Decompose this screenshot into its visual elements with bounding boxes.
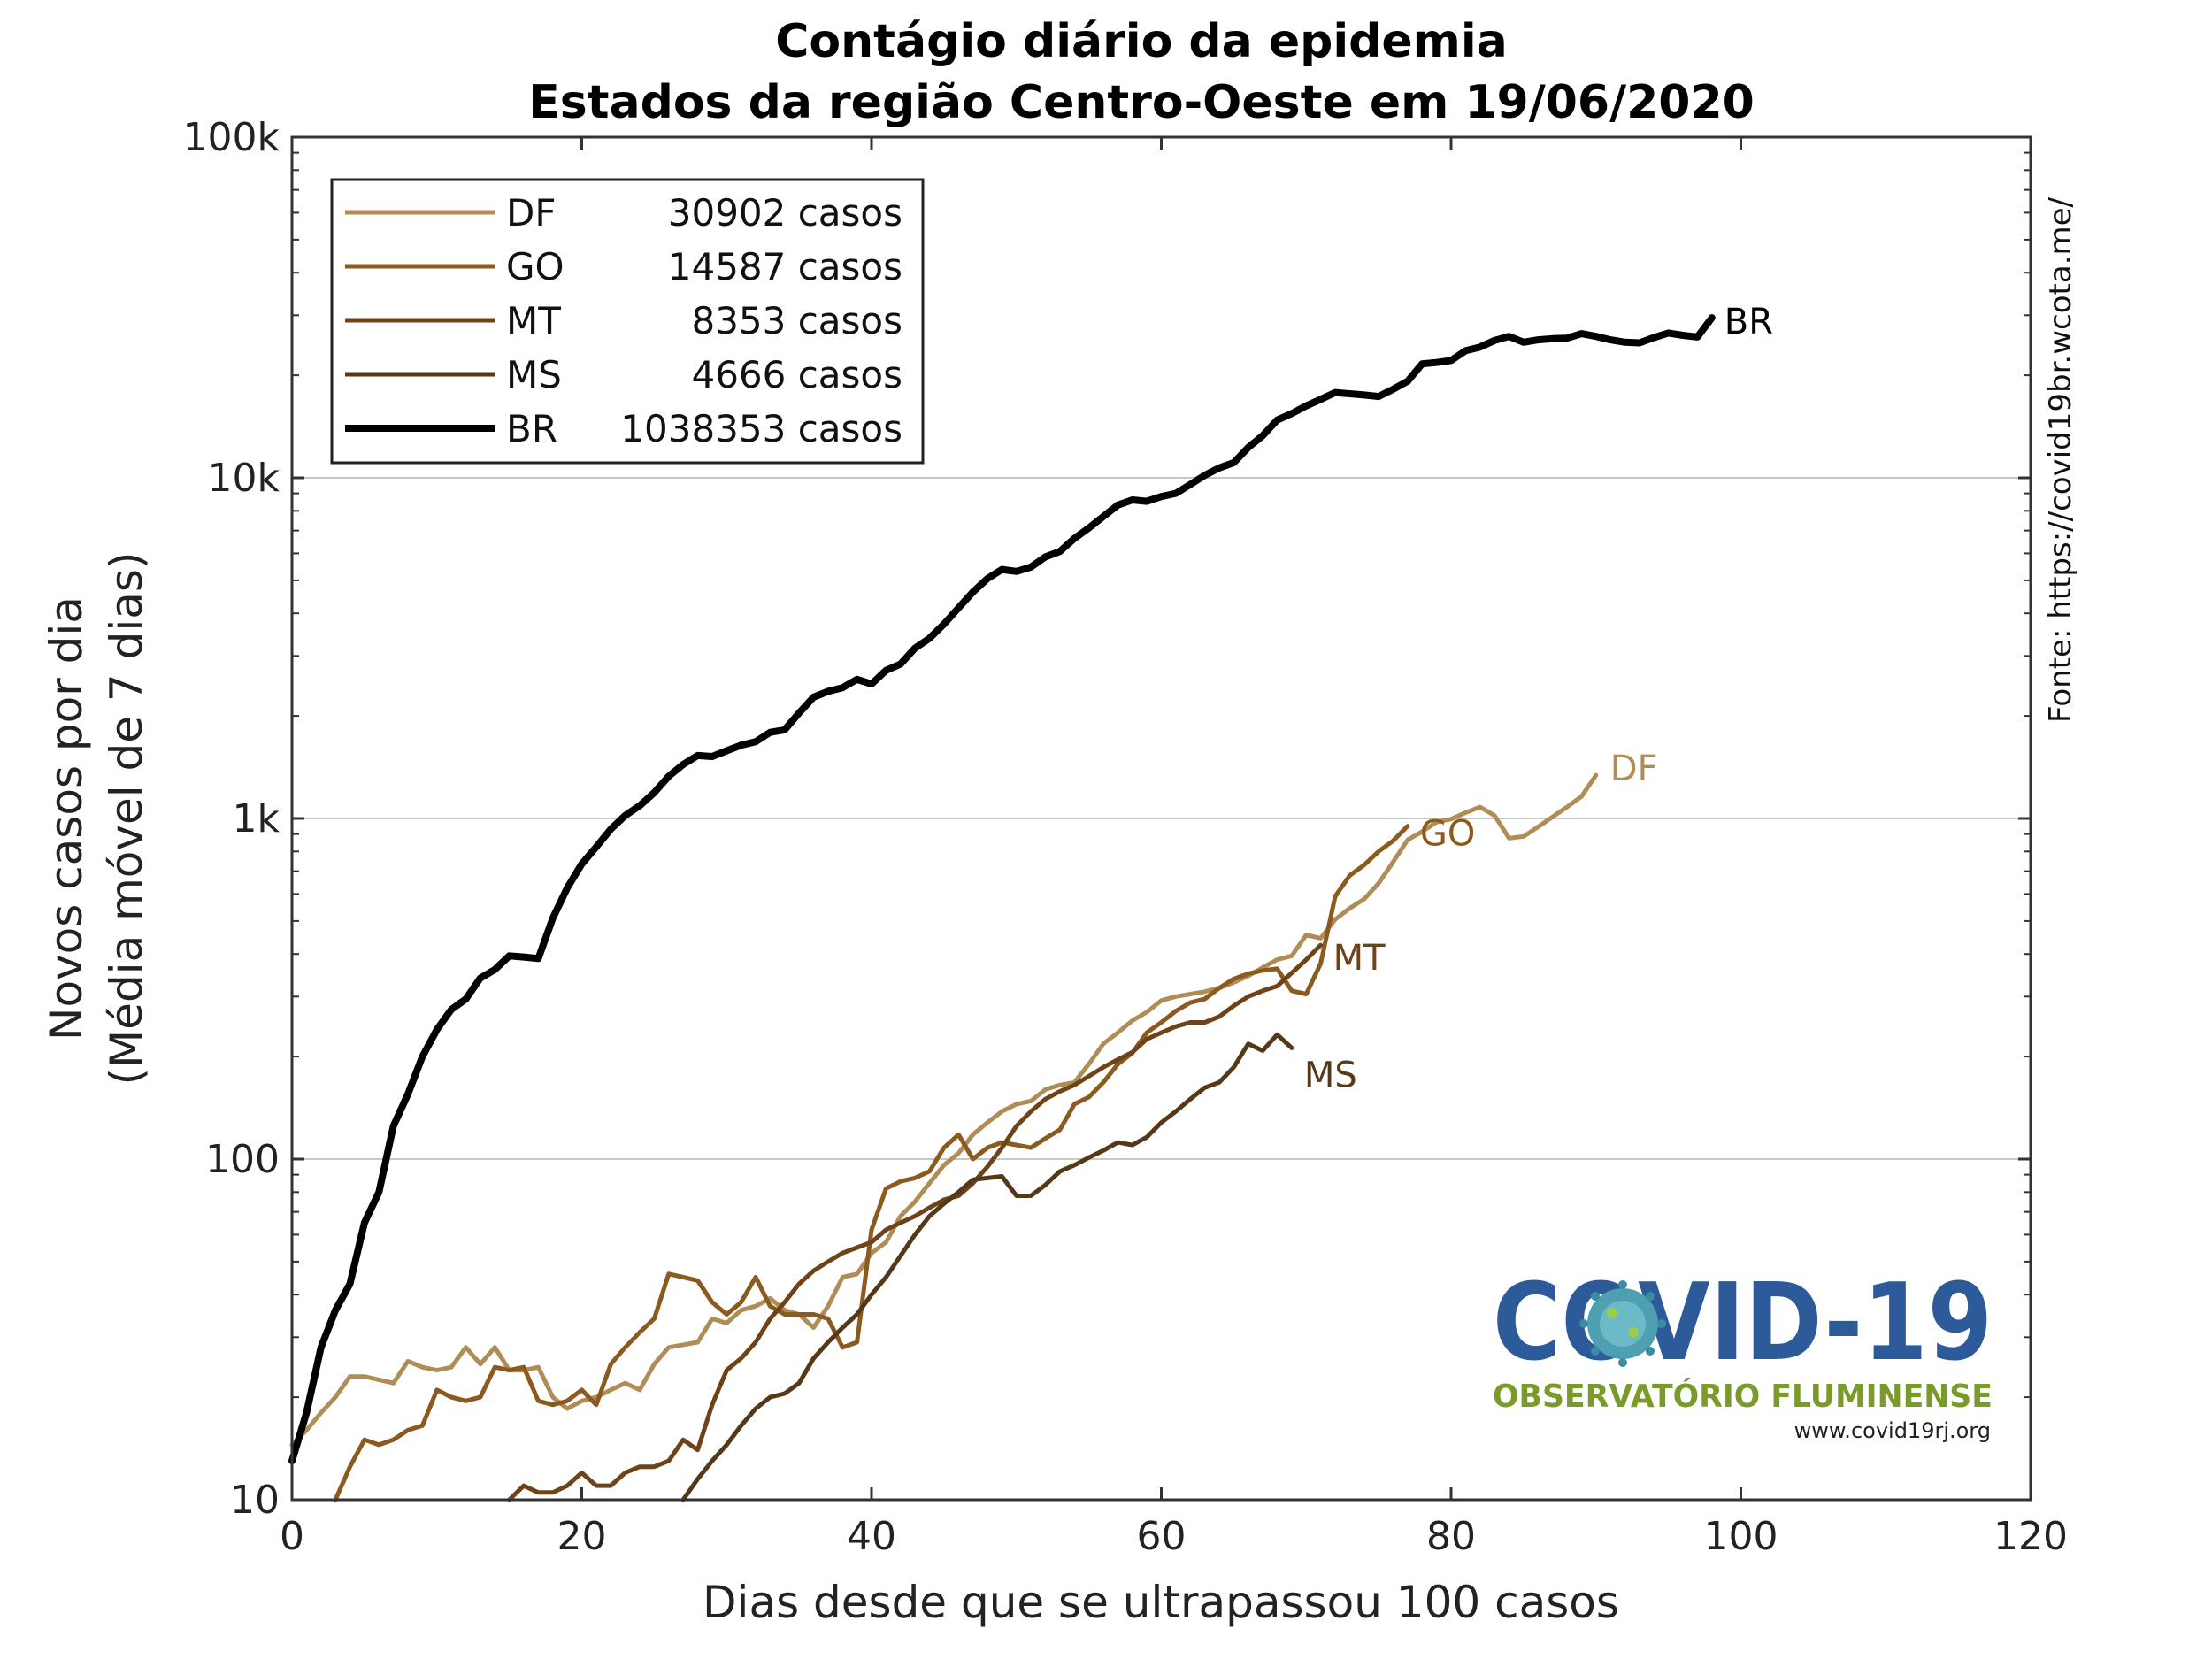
legend-label-df: DF <box>506 191 557 234</box>
series-line-mt <box>507 942 1324 1502</box>
x-tick-label: 60 <box>1137 1514 1187 1559</box>
logo-subtitle: OBSERVATÓRIO FLUMINENSE <box>1493 1378 1993 1415</box>
y-axis-label-line1: Novos casos por dia <box>41 596 92 1041</box>
end-label-br: BR <box>1724 302 1773 342</box>
y-tick-label: 100 <box>205 1137 280 1182</box>
x-axis-label: Dias desde que se ultrapassou 100 casos <box>703 1577 1619 1628</box>
end-label-mt: MT <box>1333 938 1386 979</box>
logo-url: www.covid19rj.org <box>1794 1418 1991 1443</box>
covid19-logo: COVID-19 OBSERVATÓRIO FLUMINENSE www.cov… <box>1493 1262 1993 1443</box>
y-axis-label-line2: (Média móvel de 7 dias) <box>101 552 152 1086</box>
y-tick-label: 1k <box>233 796 280 841</box>
source-text: Fonte: https://covid19br.wcota.me/ <box>2043 196 2078 723</box>
y-tick-label: 10 <box>230 1478 280 1523</box>
series-lines <box>288 314 1716 1502</box>
y-tick-label: 10k <box>208 456 280 501</box>
series-line-go <box>333 824 1410 1502</box>
logo-title: COVID-19 <box>1493 1262 1993 1385</box>
legend-label-ms: MS <box>506 353 562 396</box>
x-tick-label: 40 <box>847 1514 896 1559</box>
legend-label-mt: MT <box>506 299 561 342</box>
y-tick-label: 100k <box>183 115 280 160</box>
legend-label-go: GO <box>506 245 565 288</box>
chart-subtitle: Estados da região Centro-Oeste em 19/06/… <box>528 76 1755 129</box>
legend-label-br: BR <box>506 407 557 450</box>
x-tick-label: 0 <box>280 1514 304 1559</box>
legend-count-go: 14587 casos <box>668 245 902 288</box>
end-label-ms: MS <box>1304 1055 1357 1095</box>
end-label-go: GO <box>1420 814 1475 855</box>
series-line-br <box>288 314 1716 1465</box>
chart-title: Contágio diário da epidemia <box>775 15 1507 68</box>
x-tick-label: 80 <box>1426 1514 1476 1559</box>
x-tick-label: 120 <box>1993 1514 2068 1559</box>
series-line-ms <box>680 1032 1294 1502</box>
legend-count-ms: 4666 casos <box>691 353 902 396</box>
axis-ticks: 10 100 1k 10k 100k 0 20 40 60 80 100 120 <box>183 115 2068 1559</box>
x-tick-label: 100 <box>1704 1514 1778 1559</box>
end-label-df: DF <box>1610 749 1658 789</box>
legend-count-df: 30902 casos <box>668 191 902 234</box>
legend-count-mt: 8353 casos <box>691 299 902 342</box>
virus-icon <box>1579 1280 1666 1367</box>
series-end-labels: DF GO MT MS BR <box>1304 302 1773 1095</box>
gridlines <box>292 477 2031 1160</box>
legend-count-br: 1038353 casos <box>620 407 902 450</box>
x-tick-label: 20 <box>557 1514 607 1559</box>
legend: DF 30902 casos GO 14587 casos MT 8353 casos MS… <box>330 178 925 465</box>
